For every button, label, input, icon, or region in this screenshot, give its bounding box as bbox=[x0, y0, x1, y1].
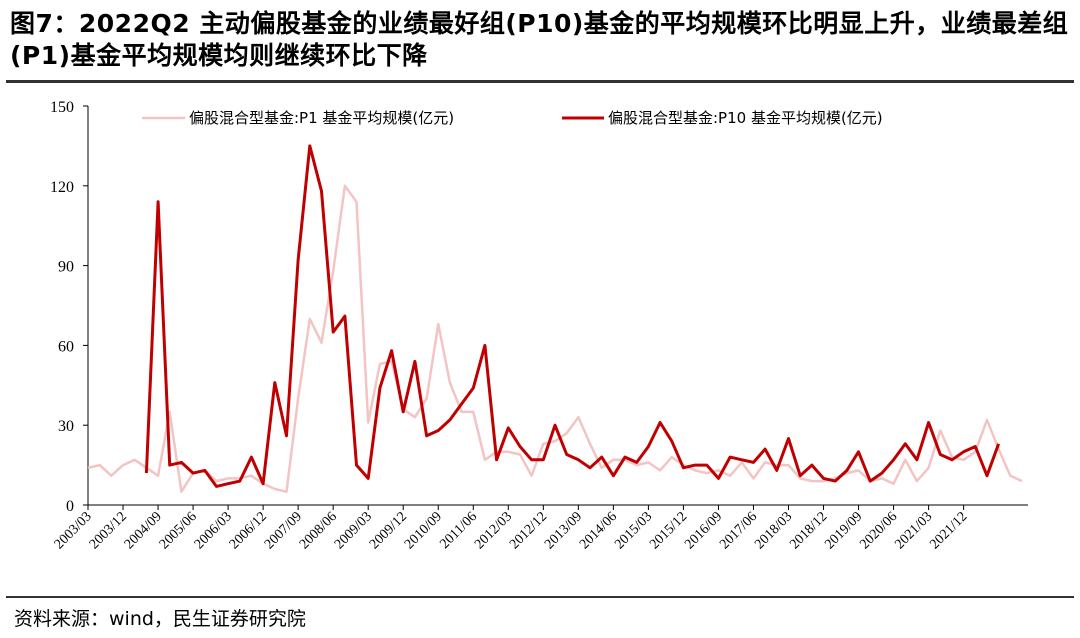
y-tick-label: 30 bbox=[58, 418, 74, 435]
x-tick-label: 2015/12 bbox=[647, 509, 690, 552]
x-tick-label: 2016/09 bbox=[682, 509, 725, 552]
x-tick-label: 2009/03 bbox=[332, 509, 375, 552]
x-tick-label: 2018/12 bbox=[787, 509, 830, 552]
line-chart: 0 30 60 90 120 150 2003/032003/122004/092005/… bbox=[50, 99, 1028, 552]
y-tick-label: 120 bbox=[50, 179, 74, 196]
bottom-rule bbox=[6, 596, 1074, 598]
x-axis-ticks: 2003/032003/122004/092005/062006/032006/… bbox=[52, 505, 970, 552]
source-note: 资料来源：wind，民生证券研究院 bbox=[14, 608, 306, 630]
y-tick-label: 0 bbox=[66, 498, 74, 515]
x-tick-label: 2011/06 bbox=[437, 509, 480, 552]
legend-label-p1: 偏股混合型基金:P1 基金平均规模(亿元) bbox=[189, 109, 454, 127]
x-tick-label: 2021/03 bbox=[892, 509, 935, 552]
x-tick-label: 2005/06 bbox=[157, 509, 200, 552]
x-tick-label: 2006/03 bbox=[192, 509, 235, 552]
y-axis-ticks: 0 30 60 90 120 150 bbox=[50, 99, 88, 515]
x-tick-label: 2013/09 bbox=[542, 509, 585, 552]
y-tick-label: 60 bbox=[58, 338, 74, 355]
x-tick-label: 2010/09 bbox=[402, 509, 445, 552]
series-line-p1 bbox=[87, 184, 1023, 493]
x-tick-label: 2004/09 bbox=[122, 509, 165, 552]
x-tick-label: 2007/09 bbox=[262, 509, 305, 552]
legend: 偏股混合型基金:P1 基金平均规模(亿元) 偏股混合型基金:P10 基金平均规模(… bbox=[142, 109, 883, 127]
x-tick-label: 2006/12 bbox=[227, 509, 270, 552]
top-rule bbox=[6, 80, 1074, 83]
x-tick-label: 2012/12 bbox=[507, 509, 550, 552]
x-tick-label: 2012/03 bbox=[472, 509, 515, 552]
chart-title: 图7：2022Q2 主动偏股基金的业绩最好组(P10)基金的平均规模环比明显上升… bbox=[10, 9, 1069, 70]
axes bbox=[87, 106, 1028, 506]
x-tick-label: 2020/06 bbox=[857, 509, 900, 552]
x-tick-label: 2015/03 bbox=[612, 509, 655, 552]
series-lines bbox=[87, 144, 1023, 493]
x-tick-label: 2003/12 bbox=[87, 509, 130, 552]
x-tick-label: 2021/12 bbox=[927, 509, 970, 552]
x-tick-label: 2019/09 bbox=[822, 509, 865, 552]
y-tick-label: 90 bbox=[58, 259, 74, 276]
series-line-p10 bbox=[144, 144, 1001, 488]
x-tick-label: 2009/12 bbox=[367, 509, 410, 552]
x-tick-label: 2003/03 bbox=[52, 509, 95, 552]
x-tick-label: 2008/06 bbox=[297, 509, 340, 552]
x-tick-label: 2014/06 bbox=[577, 509, 620, 552]
x-tick-label: 2017/06 bbox=[717, 509, 760, 552]
legend-label-p10: 偏股混合型基金:P10 基金平均规模(亿元) bbox=[608, 109, 883, 127]
y-tick-label: 150 bbox=[50, 99, 74, 116]
x-tick-label: 2018/03 bbox=[752, 509, 795, 552]
